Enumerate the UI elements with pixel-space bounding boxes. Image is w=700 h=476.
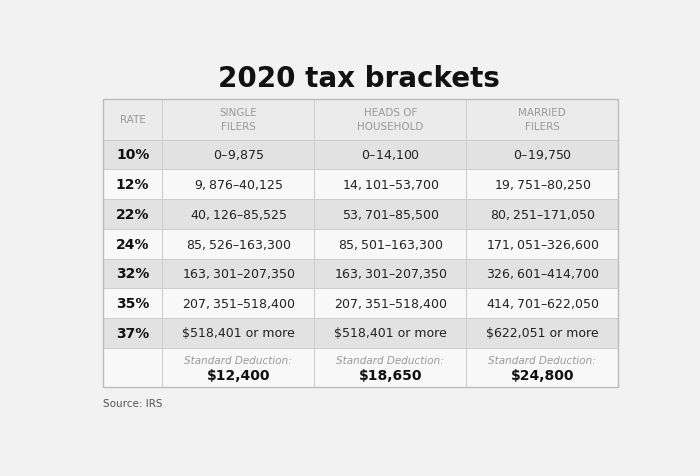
Bar: [162, 259, 314, 289]
Text: $0–$9,875: $0–$9,875: [213, 148, 264, 162]
Text: Standard Deduction:: Standard Deduction:: [489, 355, 596, 365]
Text: HEADS OF
HOUSEHOLD: HEADS OF HOUSEHOLD: [357, 108, 424, 132]
Bar: [314, 289, 466, 318]
Bar: [162, 99, 314, 140]
Bar: [466, 170, 618, 199]
Bar: [314, 140, 466, 170]
Bar: [314, 318, 466, 348]
Bar: [162, 199, 314, 229]
Bar: [103, 318, 162, 348]
Text: Source: IRS: Source: IRS: [103, 398, 162, 408]
Text: $414,701–$622,050: $414,701–$622,050: [486, 297, 599, 310]
Bar: [103, 99, 618, 387]
Text: $40,126–$85,525: $40,126–$85,525: [190, 208, 287, 221]
Text: $171,051–$326,600: $171,051–$326,600: [486, 237, 599, 251]
Bar: [103, 289, 162, 318]
Bar: [466, 199, 618, 229]
Text: 32%: 32%: [116, 267, 149, 281]
Text: 2020 tax brackets: 2020 tax brackets: [218, 65, 500, 93]
Bar: [466, 229, 618, 259]
Text: $19,751–$80,250: $19,751–$80,250: [494, 178, 591, 192]
Bar: [466, 348, 618, 387]
Bar: [103, 140, 162, 170]
Bar: [466, 259, 618, 289]
Text: $207,351–$518,400: $207,351–$518,400: [182, 297, 295, 310]
Text: $163,301–$207,350: $163,301–$207,350: [182, 267, 295, 281]
Text: $9,876–$40,125: $9,876–$40,125: [194, 178, 283, 192]
Bar: [466, 140, 618, 170]
Text: MARRIED
FILERS: MARRIED FILERS: [519, 108, 566, 132]
Text: $80,251–$171,050: $80,251–$171,050: [490, 208, 595, 221]
Bar: [103, 259, 162, 289]
Text: $53,701–$85,500: $53,701–$85,500: [342, 208, 439, 221]
Text: 35%: 35%: [116, 297, 149, 310]
Text: 22%: 22%: [116, 208, 149, 221]
Text: $24,800: $24,800: [510, 368, 574, 382]
Bar: [103, 229, 162, 259]
Bar: [162, 140, 314, 170]
Bar: [314, 229, 466, 259]
Bar: [162, 229, 314, 259]
Bar: [103, 170, 162, 199]
Bar: [103, 199, 162, 229]
Bar: [314, 199, 466, 229]
Bar: [314, 99, 466, 140]
Text: Standard Deduction:: Standard Deduction:: [337, 355, 444, 365]
Bar: [314, 348, 466, 387]
Text: SINGLE
FILERS: SINGLE FILERS: [219, 108, 257, 132]
Text: $207,351–$518,400: $207,351–$518,400: [334, 297, 447, 310]
Text: 37%: 37%: [116, 327, 149, 340]
Bar: [162, 318, 314, 348]
Text: $163,301–$207,350: $163,301–$207,350: [334, 267, 447, 281]
Text: $0–$14,100: $0–$14,100: [360, 148, 420, 162]
Bar: [103, 348, 162, 387]
Text: $518,401 or more: $518,401 or more: [182, 327, 295, 340]
Text: $14,101–$53,700: $14,101–$53,700: [342, 178, 439, 192]
Text: RATE: RATE: [120, 115, 146, 125]
Bar: [162, 170, 314, 199]
Text: $12,400: $12,400: [206, 368, 270, 382]
Text: Standard Deduction:: Standard Deduction:: [184, 355, 292, 365]
Bar: [314, 170, 466, 199]
Text: $326,601–$414,700: $326,601–$414,700: [486, 267, 599, 281]
Bar: [466, 289, 618, 318]
Bar: [103, 99, 162, 140]
Bar: [466, 99, 618, 140]
Text: $622,051 or more: $622,051 or more: [486, 327, 598, 340]
Text: $0–$19,750: $0–$19,750: [513, 148, 572, 162]
Text: $85,501–$163,300: $85,501–$163,300: [337, 237, 443, 251]
Text: $18,650: $18,650: [358, 368, 422, 382]
Text: 10%: 10%: [116, 148, 149, 162]
Bar: [466, 318, 618, 348]
Text: $518,401 or more: $518,401 or more: [334, 327, 447, 340]
Text: $85,526–$163,300: $85,526–$163,300: [186, 237, 291, 251]
Bar: [162, 289, 314, 318]
Text: 12%: 12%: [116, 178, 149, 192]
Bar: [314, 259, 466, 289]
Text: 24%: 24%: [116, 237, 149, 251]
Bar: [162, 348, 314, 387]
